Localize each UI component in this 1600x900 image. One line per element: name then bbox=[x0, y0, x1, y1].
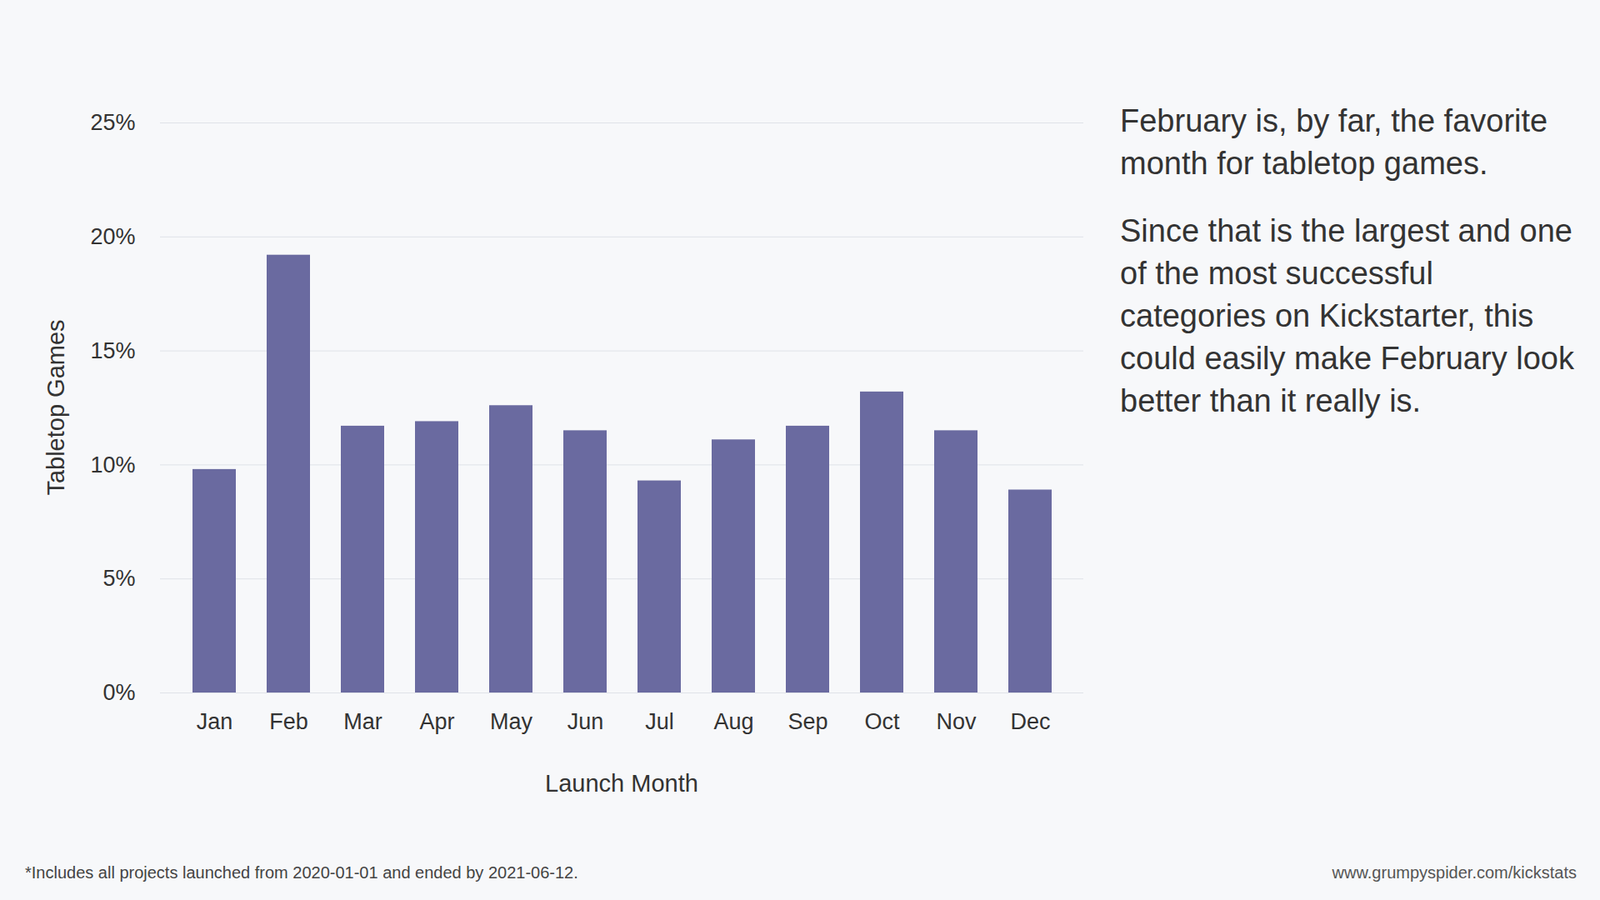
html-text:Tabletop Games: Tabletop Games bbox=[42, 319, 69, 496]
svg-text:Feb: Feb bbox=[269, 709, 309, 735]
html-text:www.grumpyspider.com/kickstats: www.grumpyspider.com/kickstats bbox=[1332, 863, 1577, 882]
html-text:*Includes all projects launche: *Includes all projects launched from 202… bbox=[25, 863, 579, 882]
html-text:February is, by far, the favor: February is, by far, the favorite month … bbox=[1120, 103, 1548, 181]
svg-text:0%: 0% bbox=[102, 680, 135, 705]
svg-text:Jun: Jun bbox=[567, 709, 605, 735]
svg-text:Mar: Mar bbox=[343, 709, 383, 735]
svg-text:Sep: Sep bbox=[787, 709, 828, 735]
html-text:Launch Month: Launch Month bbox=[545, 769, 699, 797]
svg-text:May: May bbox=[490, 709, 534, 735]
svg-text:Jan: Jan bbox=[196, 709, 234, 735]
svg-text:Apr: Apr bbox=[419, 709, 455, 735]
svg-text:Oct: Oct bbox=[864, 709, 900, 735]
svg-text:15%: 15% bbox=[90, 338, 135, 364]
svg-text:Dec: Dec bbox=[1010, 709, 1050, 735]
svg-text:20%: 20% bbox=[90, 224, 135, 250]
svg-text:10%: 10% bbox=[90, 452, 135, 478]
svg-text:Jul: Jul bbox=[645, 709, 675, 735]
svg-text:5%: 5% bbox=[102, 565, 135, 591]
svg-text:Aug: Aug bbox=[713, 709, 754, 735]
html-text:Since that is the largest and: Since that is the largest and one of the… bbox=[1120, 213, 1575, 419]
svg-text:Nov: Nov bbox=[935, 709, 977, 735]
svg-text:25%: 25% bbox=[90, 110, 135, 135]
